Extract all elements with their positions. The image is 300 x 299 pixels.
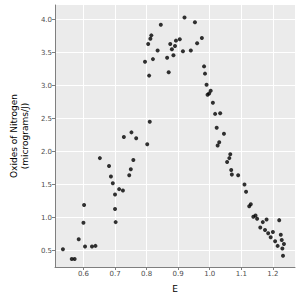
svg-text:3.0: 3.0	[41, 82, 52, 90]
svg-text:2.0: 2.0	[41, 148, 52, 156]
svg-text:0.7: 0.7	[109, 270, 120, 278]
svg-text:1.0: 1.0	[204, 270, 215, 278]
svg-text:2.5: 2.5	[41, 115, 52, 123]
svg-text:1.5: 1.5	[41, 181, 52, 189]
svg-text:(micrograms/J): (micrograms/J)	[20, 103, 30, 169]
svg-text:0.9: 0.9	[173, 270, 184, 278]
svg-text:0.5: 0.5	[41, 247, 52, 255]
svg-text:3.5: 3.5	[41, 49, 52, 57]
svg-text:1.1: 1.1	[236, 270, 247, 278]
svg-text:4.0: 4.0	[41, 16, 52, 24]
svg-text:Oxides of Nitrogen: Oxides of Nitrogen	[9, 94, 19, 178]
svg-text:E: E	[172, 284, 178, 294]
svg-text:1.2: 1.2	[267, 270, 278, 278]
svg-text:0.6: 0.6	[78, 270, 90, 278]
svg-text:1.0: 1.0	[41, 214, 52, 222]
svg-text:0.8: 0.8	[141, 270, 152, 278]
